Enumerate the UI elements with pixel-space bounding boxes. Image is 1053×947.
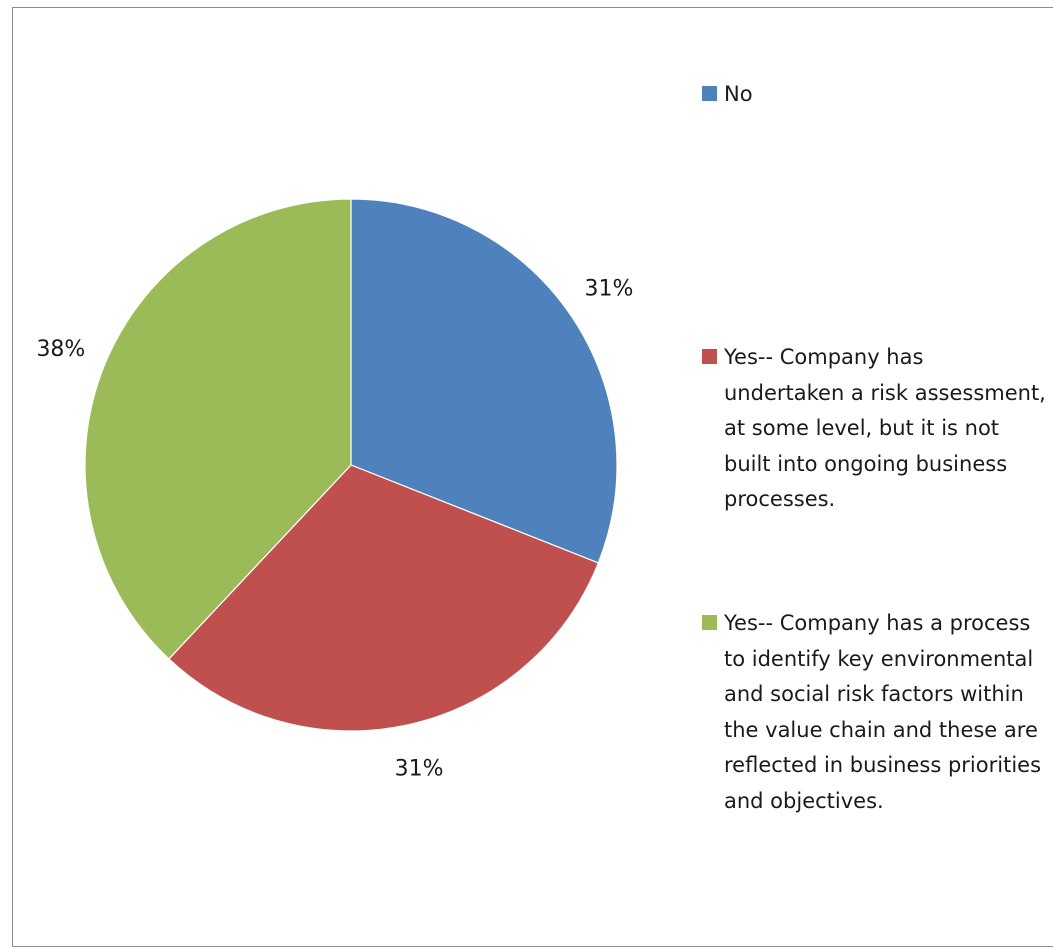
legend-label: Yes-- Company has undertaken a risk asse… — [724, 345, 1046, 511]
pie-slice-no — [350, 198, 618, 564]
data-label-yes-risk-assessment: 31% — [395, 757, 444, 782]
legend-label: Yes-- Company has a process to identify … — [724, 611, 1042, 813]
data-label-no: 31% — [585, 277, 634, 302]
legend-swatch — [702, 349, 717, 364]
legend-swatch — [702, 615, 717, 630]
data-label-yes-process: 38% — [36, 337, 85, 362]
pie-slice-yes-process — [84, 198, 352, 660]
pie-chart: 31% 31% 38% — [36, 198, 634, 782]
legend-label: No — [724, 82, 753, 106]
legend-item-yes-risk-assessment: Yes-- Company has undertaken a risk asse… — [702, 340, 1047, 518]
pie-slice-yes-risk-assessment — [168, 464, 600, 732]
legend-item-no: No — [702, 77, 1047, 113]
legend-swatch — [702, 86, 717, 101]
legend-item-yes-process: Yes-- Company has a process to identify … — [702, 606, 1047, 819]
